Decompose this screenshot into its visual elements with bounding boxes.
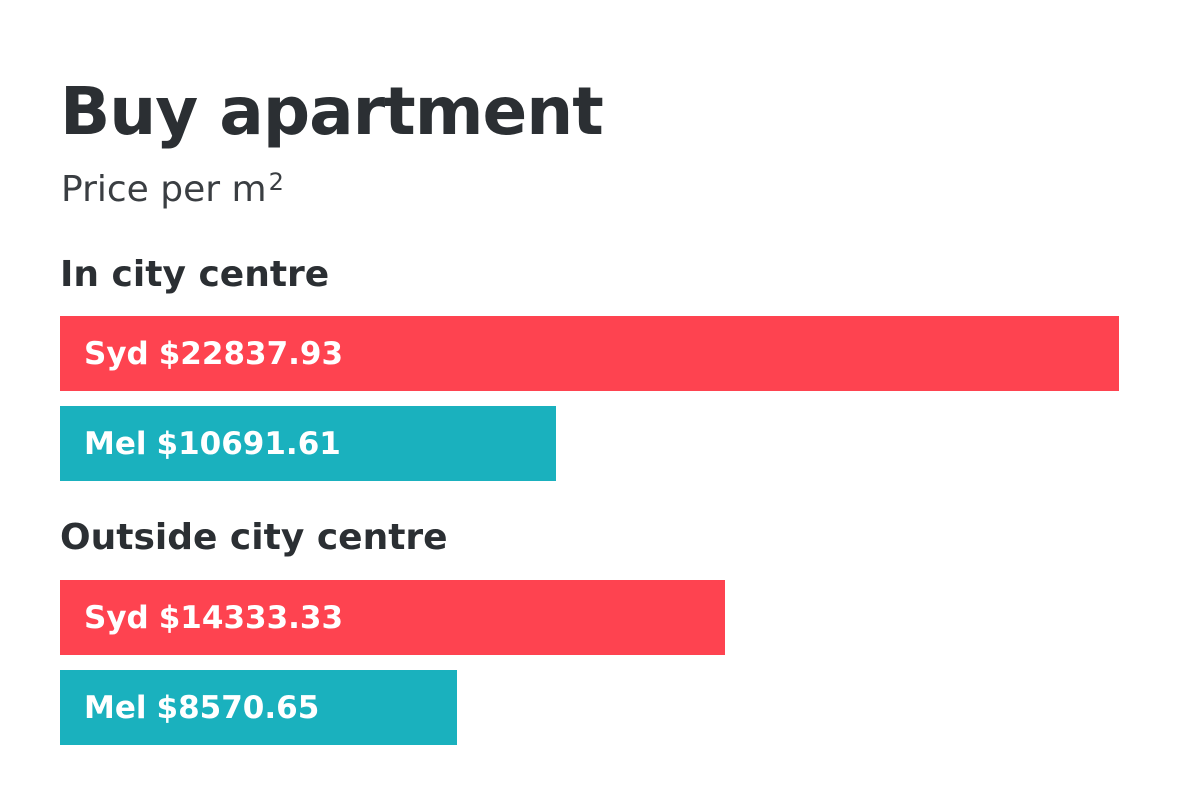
- subtitle-superscript: 2: [268, 168, 284, 196]
- group-label-in-city-centre: In city centre: [60, 254, 330, 295]
- bar-value-label: $14333.33: [158, 599, 344, 636]
- bar-city-label: Syd: [84, 599, 149, 636]
- bar-value-label: $8570.65: [156, 689, 320, 726]
- bar-label: Syd $14333.33: [84, 600, 343, 636]
- bar-value-label: $10691.61: [156, 425, 341, 462]
- bar-city-label: Mel: [84, 425, 147, 462]
- chart-subtitle: Price per m2: [61, 164, 284, 216]
- bar-label: Mel $8570.65: [84, 690, 319, 726]
- subtitle-text: Price per m: [61, 169, 267, 210]
- bar-in-city-syd: Syd $22837.93: [60, 316, 1119, 391]
- bar-city-label: Syd: [84, 335, 149, 372]
- bar-value-label: $22837.93: [158, 335, 344, 372]
- bar-label: Syd $22837.93: [84, 336, 343, 372]
- bar-city-label: Mel: [84, 689, 147, 726]
- bar-label: Mel $10691.61: [84, 426, 341, 462]
- bar-outside-city-syd: Syd $14333.33: [60, 580, 725, 655]
- bar-outside-city-mel: Mel $8570.65: [60, 670, 457, 745]
- bar-in-city-mel: Mel $10691.61: [60, 406, 556, 481]
- chart-title: Buy apartment: [60, 73, 604, 150]
- group-label-outside-city-centre: Outside city centre: [60, 517, 448, 558]
